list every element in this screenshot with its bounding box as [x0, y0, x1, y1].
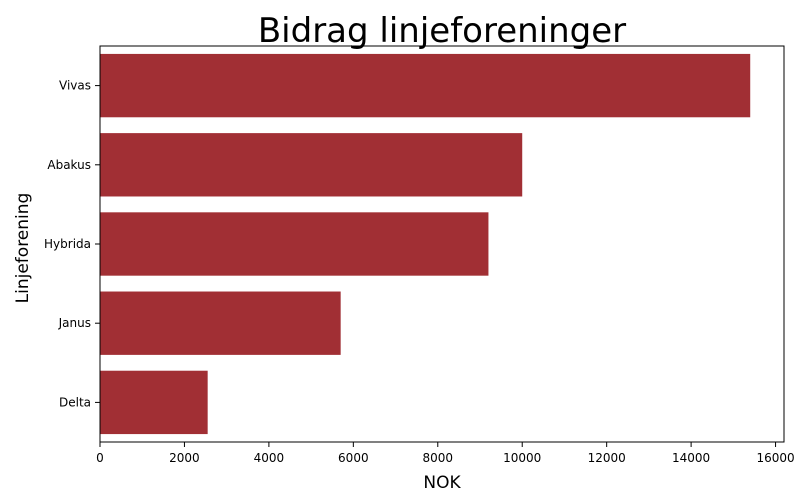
- bar-hybrida: [100, 212, 489, 276]
- x-tick-label: 14000: [672, 451, 710, 465]
- bar-delta: [100, 370, 208, 435]
- x-tick-label: 16000: [756, 451, 794, 465]
- x-tick-label: 4000: [254, 451, 285, 465]
- bar-abakus: [100, 133, 523, 197]
- x-tick-label: 2000: [169, 451, 200, 465]
- y-tick-label: Janus: [58, 316, 91, 330]
- x-tick-label: 10000: [503, 451, 541, 465]
- x-tick-label: 12000: [588, 451, 626, 465]
- y-axis-label: Linjeforening: [13, 193, 33, 304]
- y-tick-label: Abakus: [47, 158, 91, 172]
- bar-janus: [100, 291, 341, 355]
- chart-title: Bidrag linjeforeninger: [258, 11, 626, 51]
- x-tick-label: 8000: [423, 451, 454, 465]
- plot-frame: [99, 45, 785, 443]
- y-tick-label: Delta: [59, 395, 91, 409]
- x-axis: 0 2000 4000 6000 8000 10000 12000 14000 16000: [96, 442, 795, 465]
- y-axis: Vivas Abakus Hybrida Janus Delta: [44, 79, 100, 409]
- x-tick-label: 0: [96, 451, 104, 465]
- x-axis-label: NOK: [423, 473, 461, 493]
- y-tick-label: Hybrida: [44, 237, 91, 251]
- bar-vivas: [100, 53, 751, 118]
- x-tick-label: 6000: [338, 451, 369, 465]
- y-tick-label: Vivas: [59, 79, 91, 93]
- bars-layer: [100, 53, 751, 435]
